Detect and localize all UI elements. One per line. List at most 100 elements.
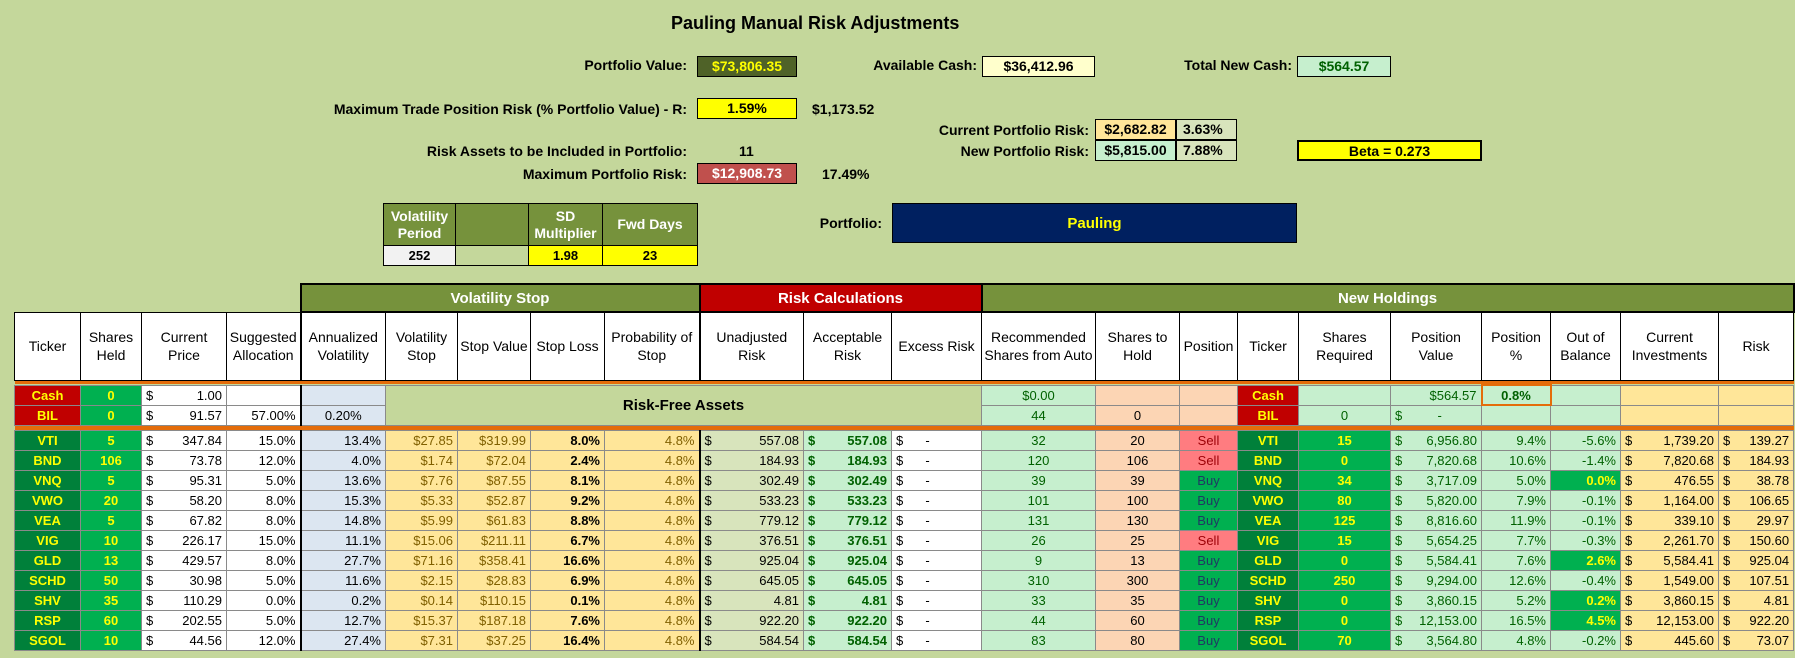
unadjusted-risk-cell: 584.54 xyxy=(759,632,799,648)
current-investments-cell-wrap: $445.60 xyxy=(1620,629,1719,651)
risk-cell: 4.81 xyxy=(1763,592,1790,608)
unadjusted-risk-cell: 557.08 xyxy=(759,432,799,448)
position-pct-cell: 5.0% xyxy=(1481,469,1551,491)
max-trade-risk-pct[interactable]: 1.59% xyxy=(697,98,797,119)
shares-required-cell: 70 xyxy=(1298,629,1391,651)
shares-to-hold-cell[interactable]: 106 xyxy=(1095,449,1180,471)
shares-held-cell[interactable]: 106 xyxy=(80,449,142,471)
price-cell: 44.56 xyxy=(189,632,222,648)
allocation-cell[interactable]: 57.00% xyxy=(226,404,301,426)
position-value-cell: 3,717.09 xyxy=(1426,472,1477,488)
volatility-period-value[interactable]: 252 xyxy=(383,245,456,266)
portfolio-name[interactable]: Pauling xyxy=(892,203,1297,243)
position-value-cell-wrap: $5,584.41 xyxy=(1390,549,1482,571)
shares-to-hold-cell[interactable]: 0 xyxy=(1095,404,1180,426)
shares-to-hold-cell[interactable]: 100 xyxy=(1095,489,1180,511)
header-shares-required: Shares Required xyxy=(1298,311,1391,381)
volatility-cell: 15.3% xyxy=(299,489,386,511)
current-investments-cell-wrap: $1,164.00 xyxy=(1620,489,1719,511)
shares-to-hold-cell[interactable]: 13 xyxy=(1095,549,1180,571)
total-new-cash[interactable]: $564.57 xyxy=(1297,56,1391,77)
shares-held-cell[interactable]: 20 xyxy=(80,489,142,511)
shares-to-hold-cell[interactable]: 130 xyxy=(1095,509,1180,531)
shares-to-hold-cell[interactable]: 60 xyxy=(1095,609,1180,631)
portfolio-value[interactable]: $73,806.35 xyxy=(697,56,797,77)
probability-cell: 4.8% xyxy=(604,549,700,571)
position-value-cell: 3,860.15 xyxy=(1426,592,1477,608)
shares-held-cell[interactable]: 13 xyxy=(80,549,142,571)
excess-risk-cell: - xyxy=(925,552,930,568)
allocation-cell[interactable]: 12.0% xyxy=(226,449,301,471)
shares-held-cell[interactable]: 5 xyxy=(80,469,142,491)
unadjusted-risk-cell-wrap: $922.20 xyxy=(698,609,804,631)
position-value-cell: 8,816.60 xyxy=(1426,512,1477,528)
current-investments-cell: 1,549.00 xyxy=(1663,572,1714,588)
allocation-cell[interactable]: 8.0% xyxy=(226,489,301,511)
allocation-cell[interactable]: 15.0% xyxy=(226,529,301,551)
position-value-cell: 12,153.00 xyxy=(1419,612,1477,628)
ticker-cell: VWO xyxy=(14,489,81,511)
volatility-stop-cell: $2.15 xyxy=(385,569,458,591)
allocation-cell[interactable]: 15.0% xyxy=(226,429,301,451)
acceptable-risk-cell: 533.23 xyxy=(847,492,887,508)
ticker-cell: VNQ xyxy=(14,469,81,491)
max-trade-risk-amount: $1,173.52 xyxy=(812,101,875,117)
shares-held-cell[interactable]: 10 xyxy=(80,529,142,551)
position-cell: Sell xyxy=(1179,449,1238,471)
current-investments-cell-wrap: $2,261.70 xyxy=(1620,529,1719,551)
allocation-cell[interactable]: 5.0% xyxy=(226,609,301,631)
shares-held-cell[interactable]: 10 xyxy=(80,629,142,651)
shares-to-hold-cell[interactable]: 20 xyxy=(1095,429,1180,451)
header-current-price: Current Price xyxy=(141,311,227,381)
shares-held-cell[interactable]: 35 xyxy=(80,589,142,611)
allocation-cell[interactable]: 5.0% xyxy=(226,469,301,491)
price-cell: 58.20 xyxy=(189,492,222,508)
shares-to-hold-cell[interactable]: 35 xyxy=(1095,589,1180,611)
unadjusted-risk-cell-wrap: $645.05 xyxy=(698,569,804,591)
current-investments-cell-wrap: $5,584.41 xyxy=(1620,549,1719,571)
position-value-cell-wrap: $3,860.15 xyxy=(1390,589,1482,611)
ticker-cell: VEA xyxy=(14,509,81,531)
allocation-cell[interactable]: 12.0% xyxy=(226,629,301,651)
position-value-cell-wrap: $7,820.68 xyxy=(1390,449,1482,471)
excess-risk-cell: - xyxy=(925,612,930,628)
shares-to-hold-cell[interactable]: 300 xyxy=(1095,569,1180,591)
unadjusted-risk-cell: 302.49 xyxy=(759,472,799,488)
recommended-shares-cell: 39 xyxy=(981,469,1096,491)
shares-required-cell: 0 xyxy=(1298,404,1391,426)
excess-risk-cell: - xyxy=(925,472,930,488)
available-cash[interactable]: $36,412.96 xyxy=(982,56,1095,77)
shares-held-cell[interactable]: 0 xyxy=(80,404,142,426)
shares-held-cell[interactable]: 0 xyxy=(80,384,142,406)
header-stop-loss: Stop Loss xyxy=(530,311,605,381)
out-of-balance-cell: 4.5% xyxy=(1550,609,1621,631)
price-cell-wrap: $347.84 xyxy=(141,429,227,451)
header-position-pct: Position % xyxy=(1481,311,1551,381)
allocation-cell[interactable]: 5.0% xyxy=(226,569,301,591)
fwd-days-value[interactable]: 23 xyxy=(602,245,698,266)
allocation-cell[interactable]: 0.0% xyxy=(226,589,301,611)
portfolio-value-label: Portfolio Value: xyxy=(584,57,687,73)
acceptable-risk-cell: 302.49 xyxy=(847,472,887,488)
probability-cell: 4.8% xyxy=(604,589,700,611)
allocation-cell[interactable]: 8.0% xyxy=(226,549,301,571)
header-acceptable-risk: Acceptable Risk xyxy=(803,311,892,381)
shares-to-hold-cell[interactable]: 25 xyxy=(1095,529,1180,551)
shares-held-cell[interactable]: 5 xyxy=(80,509,142,531)
shares-held-cell[interactable]: 5 xyxy=(80,429,142,451)
shares-held-cell[interactable]: 50 xyxy=(80,569,142,591)
shares-held-cell[interactable]: 60 xyxy=(80,609,142,631)
position-value-cell-wrap: $9,294.00 xyxy=(1390,569,1482,591)
allocation-cell[interactable]: 8.0% xyxy=(226,509,301,531)
excess-risk-cell-wrap: $ - xyxy=(891,529,982,551)
volatility-stop-cell: $1.74 xyxy=(385,449,458,471)
volatility-cell: 4.0% xyxy=(299,449,386,471)
sd-multiplier-value[interactable]: 1.98 xyxy=(528,245,603,266)
risk-cell: 73.07 xyxy=(1756,632,1790,648)
excess-risk-cell: - xyxy=(925,572,930,588)
shares-to-hold-cell[interactable]: 39 xyxy=(1095,469,1180,491)
excess-risk-cell: - xyxy=(925,512,930,528)
shares-to-hold-cell[interactable]: 80 xyxy=(1095,629,1180,651)
header-excess-risk: Excess Risk xyxy=(891,311,982,381)
position-cell: Buy xyxy=(1179,469,1238,491)
